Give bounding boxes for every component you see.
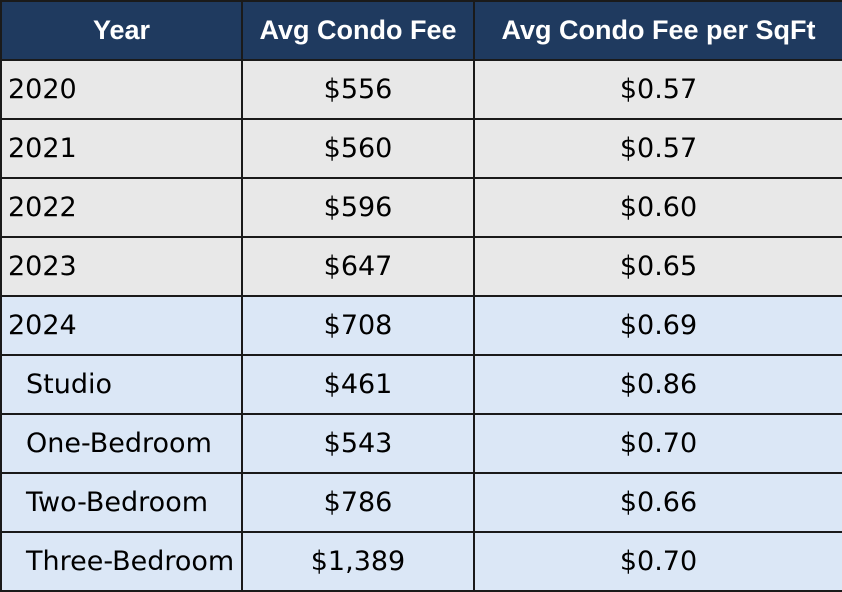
row-label: Studio <box>0 354 243 415</box>
avg-condo-fee-cell: $596 <box>241 177 475 238</box>
avg-condo-fee-per-sqft-cell: $0.57 <box>473 118 842 179</box>
column-header-avg-condo-fee-per-sqft: Avg Condo Fee per SqFt <box>473 0 842 61</box>
column-header-avg-condo-fee: Avg Condo Fee <box>241 0 475 61</box>
avg-condo-fee-per-sqft-cell: $0.70 <box>473 531 842 592</box>
avg-condo-fee-cell: $556 <box>241 59 475 120</box>
header-row: Year Avg Condo Fee Avg Condo Fee per SqF… <box>0 0 842 61</box>
row-label: 2020 <box>0 59 243 120</box>
avg-condo-fee-per-sqft-cell: $0.86 <box>473 354 842 415</box>
column-header-year: Year <box>0 0 243 61</box>
avg-condo-fee-per-sqft-cell: $0.65 <box>473 236 842 297</box>
avg-condo-fee-cell: $786 <box>241 472 475 533</box>
table-row: Studio $461 $0.86 <box>0 354 842 415</box>
avg-condo-fee-per-sqft-cell: $0.60 <box>473 177 842 238</box>
table-row: 2022 $596 $0.60 <box>0 177 842 238</box>
avg-condo-fee-cell: $1,389 <box>241 531 475 592</box>
row-label: One-Bedroom <box>0 413 243 474</box>
row-label: 2024 <box>0 295 243 356</box>
row-label: Three-Bedroom <box>0 531 243 592</box>
table-row: One-Bedroom $543 $0.70 <box>0 413 842 474</box>
row-label: 2022 <box>0 177 243 238</box>
table-row: Two-Bedroom $786 $0.66 <box>0 472 842 533</box>
table-row: 2024 $708 $0.69 <box>0 295 842 356</box>
avg-condo-fee-cell: $543 <box>241 413 475 474</box>
table-row: 2020 $556 $0.57 <box>0 59 842 120</box>
avg-condo-fee-per-sqft-cell: $0.66 <box>473 472 842 533</box>
table-row: 2021 $560 $0.57 <box>0 118 842 179</box>
avg-condo-fee-cell: $647 <box>241 236 475 297</box>
avg-condo-fee-cell: $560 <box>241 118 475 179</box>
avg-condo-fee-per-sqft-cell: $0.70 <box>473 413 842 474</box>
row-label: 2021 <box>0 118 243 179</box>
avg-condo-fee-per-sqft-cell: $0.57 <box>473 59 842 120</box>
avg-condo-fee-cell: $461 <box>241 354 475 415</box>
table-row: 2023 $647 $0.65 <box>0 236 842 297</box>
row-label: 2023 <box>0 236 243 297</box>
avg-condo-fee-per-sqft-cell: $0.69 <box>473 295 842 356</box>
avg-condo-fee-cell: $708 <box>241 295 475 356</box>
row-label: Two-Bedroom <box>0 472 243 533</box>
table-row: Three-Bedroom $1,389 $0.70 <box>0 531 842 592</box>
